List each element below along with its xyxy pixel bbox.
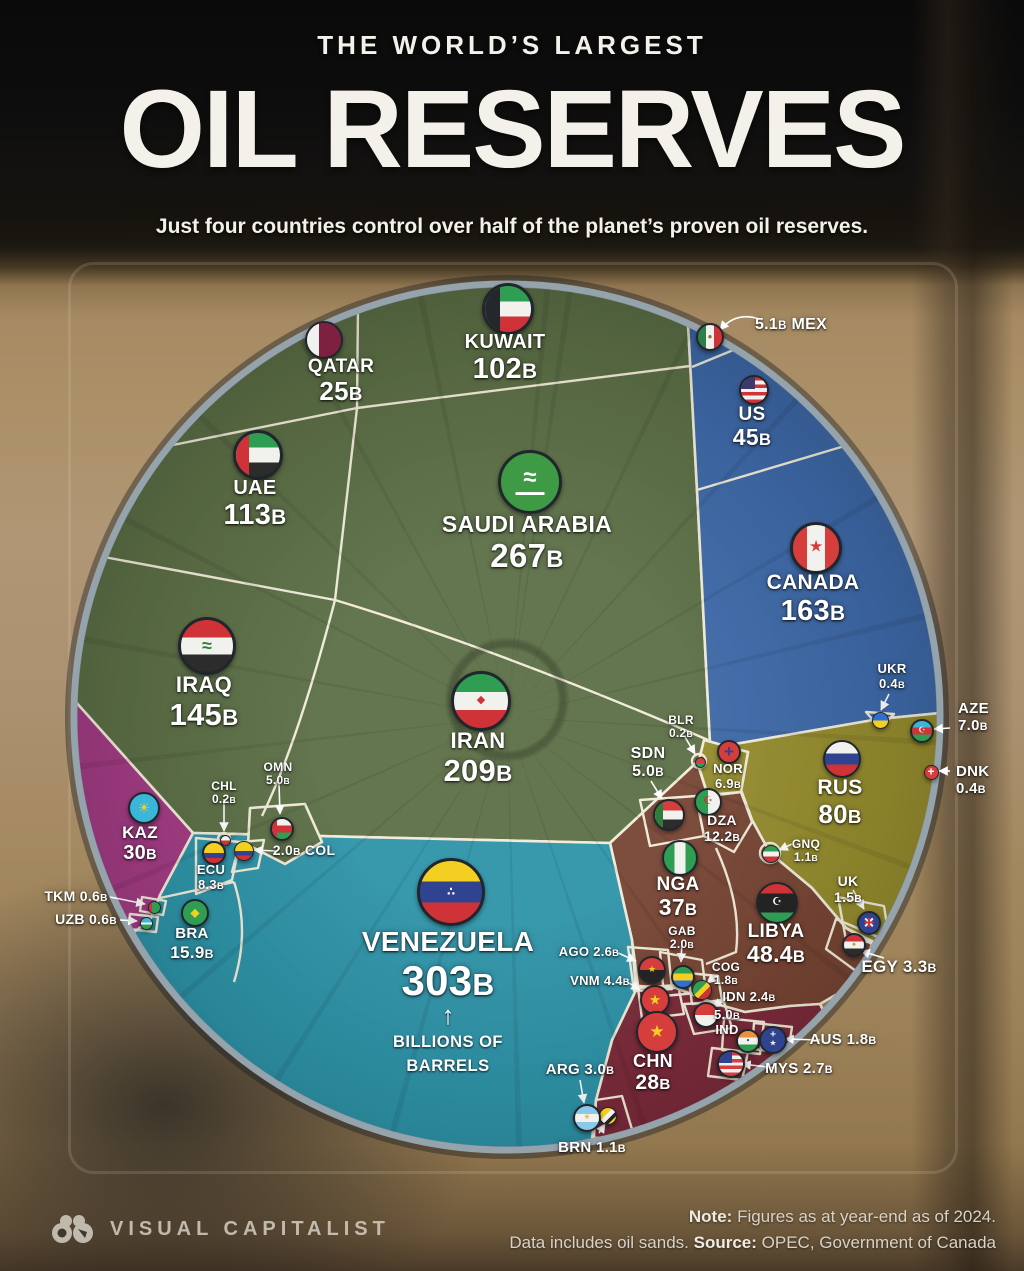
mys-flag-icon xyxy=(717,1050,745,1078)
gnq-label: GNQ 1.1B xyxy=(791,837,821,865)
chn-label: CHN 28B xyxy=(633,1051,673,1095)
lby-label: LIBYA 48.4B xyxy=(746,921,806,968)
ecu-flag-icon xyxy=(202,841,226,865)
ind-label: 5.0B IND xyxy=(713,1007,741,1037)
kaz-label: KAZ 30B xyxy=(122,823,158,865)
vnm-flag-icon: ★ xyxy=(640,985,670,1015)
rus-flag-icon xyxy=(823,740,861,778)
bra-label: BRA 15.9B xyxy=(170,925,214,962)
blr-flag-icon xyxy=(694,756,706,768)
are-label: UAE 113B xyxy=(223,477,287,532)
kwt-flag-icon xyxy=(482,283,534,335)
tank-pad-outline xyxy=(68,262,958,1174)
ven-label: VENEZUELA 303B xyxy=(361,926,535,1005)
idn-label: IDN 2.4B xyxy=(722,989,776,1004)
subtitle: Just four countries control over half of… xyxy=(155,215,869,238)
idn-flag-icon xyxy=(693,1002,719,1028)
egy-flag-icon: ◆ xyxy=(842,933,866,957)
tkm-label: TKM 0.6B xyxy=(44,888,108,904)
gab-flag-icon xyxy=(671,965,695,989)
nga-flag-icon xyxy=(662,840,698,876)
rus-label: RUS 80B xyxy=(817,776,863,829)
uzb-flag-icon xyxy=(139,916,153,930)
arg-label: ARG 3.0B xyxy=(545,1061,615,1078)
aus-label: AUS 1.8B xyxy=(809,1031,877,1048)
kaz-flag-icon: ☀ xyxy=(128,792,160,824)
rim-shadow xyxy=(65,275,949,1159)
ukr-label: UKR 0.4B xyxy=(877,661,907,691)
are-flag-icon xyxy=(233,430,283,480)
sdn-label: SDN 5.0B xyxy=(630,745,666,780)
lby-flag-icon: ☪ xyxy=(756,882,798,924)
uzb-label: UZB 0.6B xyxy=(55,911,117,927)
blr-label: BLR 0.2B xyxy=(668,713,694,741)
col-label: 2.0B COL xyxy=(272,842,336,858)
sau-label: SAUDI ARABIA 267B xyxy=(441,511,613,574)
ago-label: AGO 2.6B xyxy=(558,944,620,959)
omn-flag-icon xyxy=(270,817,294,841)
up-arrow-icon: ↑ xyxy=(441,1000,455,1030)
gnq-flag-icon xyxy=(762,845,780,863)
mys-label: MYS 2.7B xyxy=(765,1060,833,1077)
dnk-flag-icon: + xyxy=(923,764,939,780)
irq-label: IRAQ 145B xyxy=(169,672,239,732)
brn-label: BRN 1.1B xyxy=(558,1139,626,1156)
aze-flag-icon: ☪ xyxy=(910,719,934,743)
ven-flag-icon: ∴ xyxy=(417,858,485,926)
brn-flag-icon xyxy=(599,1107,617,1125)
irq-flag-icon: ≈ xyxy=(178,617,236,675)
gbr-flag-icon: × + xyxy=(857,911,881,935)
tkm-flag-icon xyxy=(147,900,161,914)
irn-flag-icon: ◆ xyxy=(451,671,511,731)
chl-flag-icon xyxy=(219,834,231,846)
dza-flag-icon: ☪ xyxy=(694,788,722,816)
can-label: CANADA 163B xyxy=(766,571,860,627)
omn-label: OMN 5.0B xyxy=(263,760,293,788)
egy-label: EGY 3.3B xyxy=(861,957,937,976)
dnk-label: DNK 0.4B xyxy=(956,763,990,797)
aus-flag-icon: + ★ xyxy=(759,1026,787,1054)
col-flag-icon xyxy=(234,841,254,861)
title-kicker: THE WORLD’S LARGEST xyxy=(317,30,707,60)
nor-flag-icon: + xyxy=(717,740,741,764)
chn-flag-icon: ★ xyxy=(636,1011,678,1053)
nor-label: NOR 6.9B xyxy=(713,761,743,791)
can-flag-icon: ★ xyxy=(790,522,842,574)
sdn-flag-icon xyxy=(653,799,685,831)
usa-flag-icon xyxy=(739,375,769,405)
ecu-label: ECU 8.3B xyxy=(196,862,226,892)
cog-flag-icon xyxy=(692,980,712,1000)
usa-label: US 45B xyxy=(732,404,772,451)
annotation-line1: BILLIONS OF xyxy=(393,1033,503,1051)
dza-label: DZA 12.2B xyxy=(703,812,741,844)
billions-annotation: ↑ BILLIONS OF BARRELS xyxy=(393,1002,503,1076)
page-title: OIL RESERVES xyxy=(119,68,907,191)
qat-flag-icon xyxy=(305,321,343,359)
annotation-line2: BARRELS xyxy=(406,1057,490,1075)
mex-label: 5.1B MEX xyxy=(754,316,828,333)
ago-flag-icon: ★ xyxy=(638,956,666,984)
irn-label: IRAN 209B xyxy=(443,728,513,788)
nga-label: NGA 37B xyxy=(656,874,700,921)
ind-flag-icon: ● xyxy=(736,1029,760,1053)
sau-flag-icon: ≈ — xyxy=(498,450,562,514)
aze-label: AZE 7.0B xyxy=(958,700,989,734)
bra-flag-icon: ◆ xyxy=(181,899,209,927)
mex-flag-icon: • xyxy=(696,323,724,351)
cog-label: COG 1.8B xyxy=(711,960,741,988)
vnm-label: VNM 4.4B xyxy=(570,973,630,988)
arg-flag-icon: ☀ xyxy=(573,1104,601,1132)
kwt-label: KUWAIT 102B xyxy=(464,331,546,386)
qat-label: QATAR 25B xyxy=(307,356,375,407)
gbr-label: UK 1.5B xyxy=(834,873,862,905)
gab-label: GAB 2.0B xyxy=(668,924,696,952)
chl-label: CHL 0.2B xyxy=(211,779,237,807)
ukr-flag-icon xyxy=(871,711,889,729)
